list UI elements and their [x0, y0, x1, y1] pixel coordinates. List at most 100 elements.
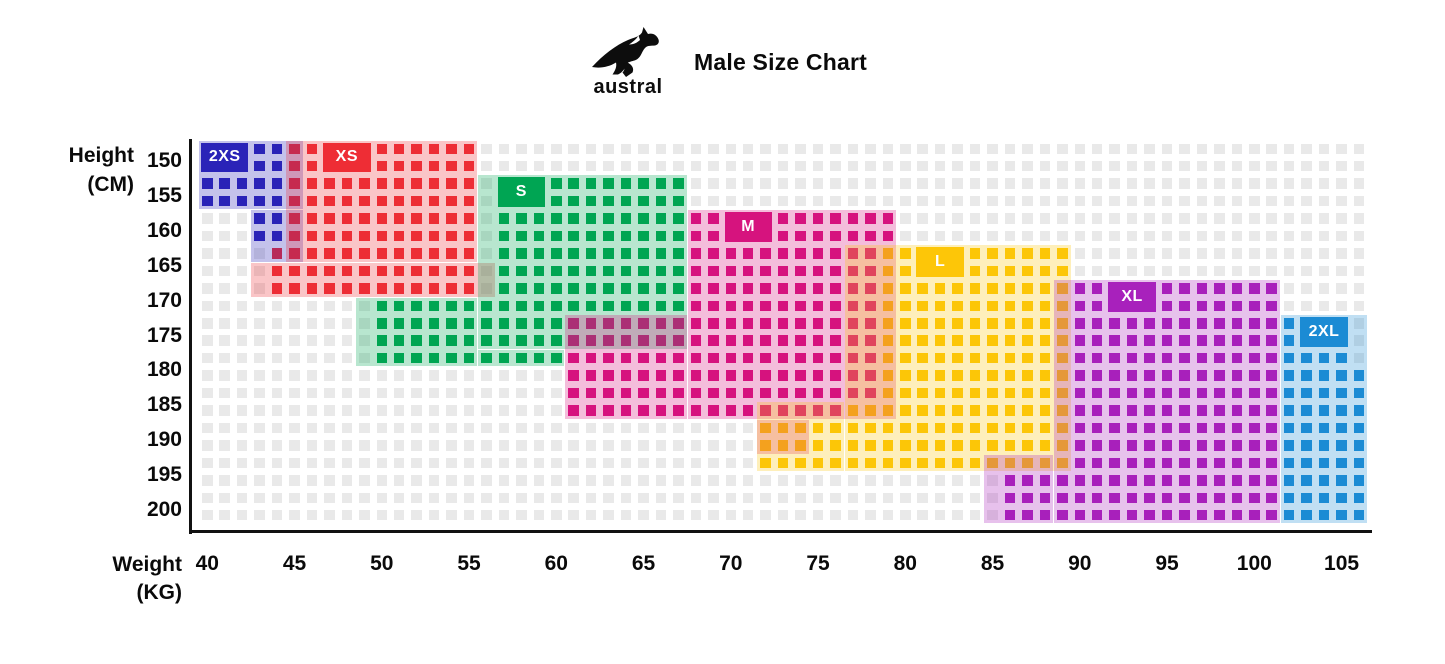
grid-cell — [254, 213, 265, 224]
grid-cell — [830, 300, 841, 312]
grid-cell — [254, 457, 265, 469]
grid-cell — [236, 248, 248, 259]
grid-cell — [254, 318, 265, 329]
grid-cell — [655, 265, 667, 277]
grid-cell — [638, 352, 649, 364]
grid-cell — [1057, 457, 1068, 469]
grid-cell — [254, 475, 265, 486]
grid-cell — [882, 335, 894, 346]
grid-cell — [324, 300, 335, 312]
grid-cell — [359, 213, 370, 224]
grid-cell — [428, 475, 440, 486]
grid-cell — [690, 492, 702, 503]
grid-cell — [673, 492, 684, 503]
grid-cell — [1301, 195, 1312, 207]
grid-cell — [1074, 509, 1085, 521]
grid-cell — [1196, 475, 1208, 486]
grid-cell — [481, 143, 492, 154]
grid-cell — [481, 213, 492, 224]
grid-cell — [533, 300, 545, 312]
grid-cell — [1283, 509, 1295, 521]
grid-cell — [481, 457, 492, 469]
grid-cell — [969, 387, 981, 399]
grid-cell — [1091, 178, 1103, 189]
grid-cell — [1318, 509, 1330, 521]
grid-cell — [1353, 213, 1365, 224]
grid-cell — [987, 475, 998, 486]
grid-cell — [1004, 492, 1016, 503]
grid-cell — [463, 143, 475, 154]
grid-cell — [376, 213, 387, 224]
grid-cell — [969, 248, 981, 259]
grid-cell — [865, 509, 876, 521]
grid-cell — [324, 509, 335, 521]
x-tick-label: 70 — [719, 552, 743, 575]
grid-cell — [533, 457, 545, 469]
grid-cell — [1231, 509, 1243, 521]
grid-cell — [219, 405, 230, 416]
grid-cell — [690, 265, 702, 277]
grid-cell — [1318, 300, 1330, 312]
grid-cell — [446, 422, 457, 434]
grid-cell — [1091, 318, 1103, 329]
grid-cell — [987, 318, 998, 329]
grid-cell — [1144, 457, 1155, 469]
grid-cell — [324, 475, 335, 486]
grid-cell — [760, 492, 771, 503]
grid-cell — [551, 265, 562, 277]
grid-cell — [969, 475, 981, 486]
grid-cell — [1179, 492, 1190, 503]
grid-cell — [690, 213, 702, 224]
grid-cell — [830, 178, 841, 189]
grid-cell — [463, 457, 475, 469]
grid-cell — [1353, 283, 1365, 294]
grid-cell — [777, 178, 789, 189]
grid-cell — [1249, 283, 1260, 294]
grid-cell — [673, 440, 684, 451]
grid-cell — [393, 178, 405, 189]
grid-cell — [620, 283, 632, 294]
grid-cell — [533, 509, 545, 521]
grid-cell — [830, 160, 841, 172]
grid-cell — [847, 457, 859, 469]
grid-cell — [795, 213, 806, 224]
grid-cell — [1266, 387, 1277, 399]
grid-cell — [1318, 248, 1330, 259]
grid-cell — [987, 492, 998, 503]
grid-cell — [481, 509, 492, 521]
grid-cell — [1004, 370, 1016, 381]
grid-cell — [673, 248, 684, 259]
grid-cell — [777, 265, 789, 277]
grid-cell — [1301, 509, 1312, 521]
grid-cell — [1214, 405, 1225, 416]
grid-cell — [1301, 370, 1312, 381]
grid-cell — [236, 457, 248, 469]
grid-cell — [411, 475, 422, 486]
grid-cell — [306, 283, 318, 294]
grid-cell — [1057, 230, 1068, 242]
grid-cell — [812, 213, 824, 224]
grid-cell — [603, 178, 614, 189]
grid-cell — [1196, 213, 1208, 224]
grid-cell — [987, 143, 998, 154]
grid-cell — [1231, 457, 1243, 469]
grid-cell — [934, 283, 946, 294]
grid-cell — [1161, 335, 1173, 346]
grid-cell — [1196, 300, 1208, 312]
grid-cell — [708, 300, 719, 312]
grid-cell — [271, 300, 283, 312]
grid-cell — [777, 457, 789, 469]
grid-cell — [324, 405, 335, 416]
grid-cell — [359, 265, 370, 277]
grid-cell — [359, 509, 370, 521]
grid-cell — [1161, 370, 1173, 381]
grid-cell — [777, 300, 789, 312]
grid-cell — [830, 335, 841, 346]
grid-cell — [1144, 387, 1155, 399]
grid-cell — [900, 387, 911, 399]
grid-cell — [411, 178, 422, 189]
grid-cell — [1196, 283, 1208, 294]
grid-cell — [1144, 213, 1155, 224]
grid-cell — [795, 387, 806, 399]
grid-cell — [1283, 422, 1295, 434]
